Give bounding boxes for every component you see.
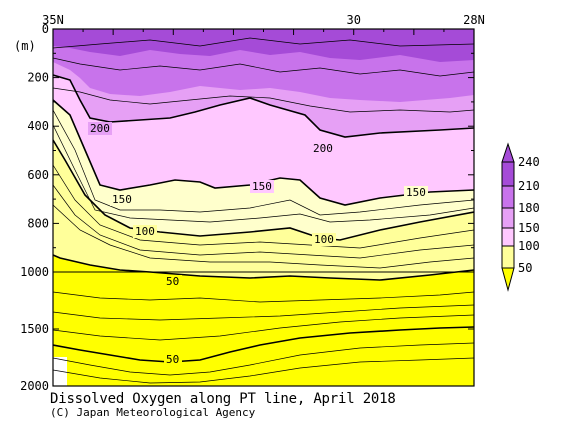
chart-caption: Dissolved Oxygen along PT line, April 20… xyxy=(50,391,396,407)
contour-150 xyxy=(53,99,474,206)
contour-label: 150 xyxy=(252,180,272,193)
contour-label: 150 xyxy=(406,186,426,199)
colorbar-cap-bottom xyxy=(501,267,515,292)
tick-labels: 35N 30 28N 0 200 400 600 800 1000 1500 2000 xyxy=(20,13,485,393)
colorbar-cap-top xyxy=(501,142,515,163)
contour-label: 50 xyxy=(166,275,179,288)
colorbar-seg-mid-high xyxy=(501,207,515,229)
contour-label: 100 xyxy=(314,233,334,246)
colorbar xyxy=(501,142,515,292)
y-tick-label: 400 xyxy=(27,119,49,133)
x-tick-label: 35N xyxy=(42,13,64,27)
colorbar-seg-mid-low xyxy=(501,245,515,269)
colorbar-seg-mid xyxy=(501,227,515,247)
colorbar-seg-max xyxy=(501,161,515,187)
x-tick-label: 28N xyxy=(463,13,485,27)
colorbar-tick-label: 180 xyxy=(518,201,540,215)
x-tick-label: 30 xyxy=(346,13,360,27)
y-tick-label: 800 xyxy=(27,216,49,230)
y-unit-label: (m) xyxy=(14,39,36,53)
contour-label: 150 xyxy=(112,193,132,206)
contour-label: 200 xyxy=(90,122,110,135)
contour-50-lower xyxy=(53,326,474,363)
tick-marks xyxy=(52,28,475,387)
y-tick-label: 600 xyxy=(27,168,49,182)
colorbar-tick-label: 150 xyxy=(518,221,540,235)
colorbar-labels: 50 100 150 180 210 240 xyxy=(518,155,540,275)
contour-50-upper xyxy=(53,254,474,281)
y-tick-label: 200 xyxy=(27,71,49,85)
fill-max xyxy=(53,29,474,62)
contour-100 xyxy=(53,139,474,241)
colorbar-seg-high xyxy=(501,185,515,209)
y-tick-label: 2000 xyxy=(20,379,49,393)
contour-200 xyxy=(53,74,474,138)
copyright-text: (C) Japan Meteorological Agency xyxy=(50,406,256,419)
y-tick-label: 0 xyxy=(42,22,49,36)
contour-label: 100 xyxy=(135,225,155,238)
contour-label: 50 xyxy=(166,353,179,366)
y-tick-label: 1500 xyxy=(20,322,49,336)
colorbar-tick-label: 240 xyxy=(518,155,540,169)
colorbar-tick-label: 100 xyxy=(518,239,540,253)
colorbar-tick-label: 50 xyxy=(518,261,532,275)
contour-label-group: 200 200 150 150 150 100 100 50 50 xyxy=(88,122,428,366)
y-tick-label: 1000 xyxy=(20,265,49,279)
contour-label: 200 xyxy=(313,142,333,155)
colorbar-tick-label: 210 xyxy=(518,179,540,193)
contour-fill xyxy=(53,29,474,386)
contour-lines xyxy=(53,37,474,384)
thin-contours xyxy=(53,37,474,384)
